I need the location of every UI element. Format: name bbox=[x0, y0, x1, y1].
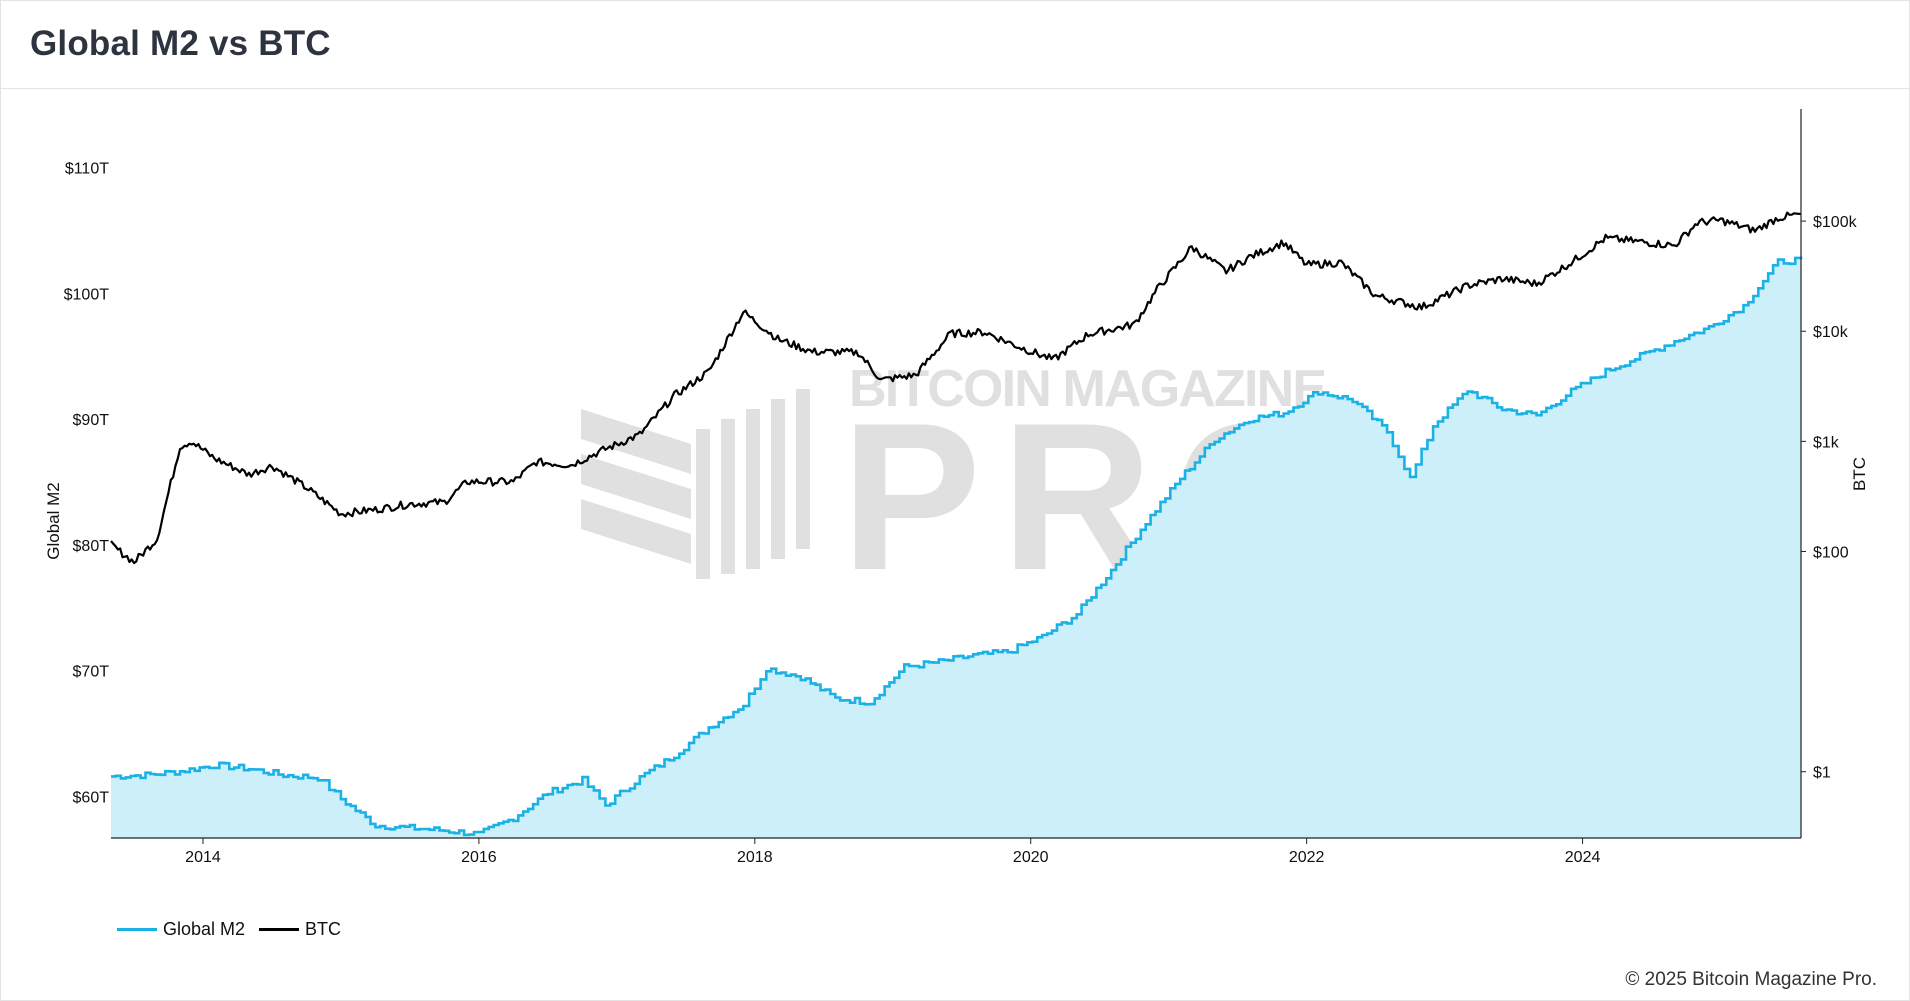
page-title: Global M2 vs BTC bbox=[30, 24, 331, 63]
legend-item-btc[interactable]: BTC bbox=[259, 919, 341, 940]
legend-item-global-m2[interactable]: Global M2 bbox=[117, 919, 245, 940]
y-left-tick-label: $80T bbox=[73, 538, 110, 555]
y-axis-title-right: BTC bbox=[1850, 457, 1869, 491]
legend-label-btc: BTC bbox=[305, 919, 342, 939]
chart-legend: Global M2 BTC bbox=[117, 919, 355, 940]
y-axis-title-left: Global M2 bbox=[44, 482, 63, 559]
chart-canvas[interactable]: BITCOIN MAGAZINE PRO ® 20142016201820202… bbox=[1, 89, 1909, 911]
y-left-tick-label: $70T bbox=[73, 664, 110, 681]
x-tick-label: 2020 bbox=[1013, 849, 1049, 866]
y-right-tick-label: $100k bbox=[1813, 214, 1858, 231]
y-right-tick-label: $1k bbox=[1813, 434, 1840, 451]
y-left-tick-label: $110T bbox=[65, 161, 109, 178]
chart-axes: 2014 2016 2018 2020 2022 2024 $60T $70T $80T $90T… bbox=[64, 109, 1858, 866]
global-m2-area bbox=[111, 257, 1801, 838]
legend-label-global-m2: Global M2 bbox=[163, 919, 246, 939]
legend-swatch-global-m2 bbox=[117, 928, 157, 931]
y-left-tick-label: $100T bbox=[64, 286, 110, 303]
y-right-tick-label: $10k bbox=[1813, 324, 1849, 341]
x-tick-label: 2024 bbox=[1565, 849, 1601, 866]
x-tick-label: 2018 bbox=[737, 849, 773, 866]
plot-area bbox=[110, 211, 1803, 838]
y-left-tick-label: $90T bbox=[73, 412, 110, 429]
copyright-text: © 2025 Bitcoin Magazine Pro. bbox=[1625, 969, 1877, 990]
chart-header: Global M2 vs BTC bbox=[1, 1, 1909, 89]
x-tick-label: 2022 bbox=[1289, 849, 1325, 866]
global-m2-line[interactable] bbox=[111, 256, 1803, 837]
x-tick-label: 2014 bbox=[185, 849, 221, 866]
legend-swatch-btc bbox=[259, 928, 300, 931]
x-tick-label: 2016 bbox=[461, 849, 497, 866]
watermark-brand-top: BITCOIN MAGAZINE bbox=[849, 360, 1327, 418]
y-right-tick-label: $100 bbox=[1813, 544, 1849, 561]
y-right-tick-label: $1 bbox=[1813, 765, 1831, 782]
btc-price-line[interactable] bbox=[110, 211, 1802, 565]
y-left-tick-label: $60T bbox=[73, 789, 110, 806]
watermark-logo-icon bbox=[581, 389, 810, 579]
